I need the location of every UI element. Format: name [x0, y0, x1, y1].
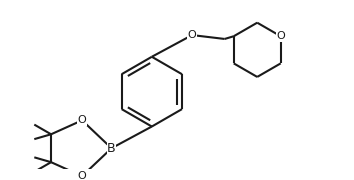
Text: O: O — [188, 30, 196, 40]
Text: O: O — [78, 171, 86, 180]
Text: O: O — [78, 115, 86, 125]
Text: O: O — [276, 31, 285, 41]
Text: B: B — [107, 142, 116, 155]
